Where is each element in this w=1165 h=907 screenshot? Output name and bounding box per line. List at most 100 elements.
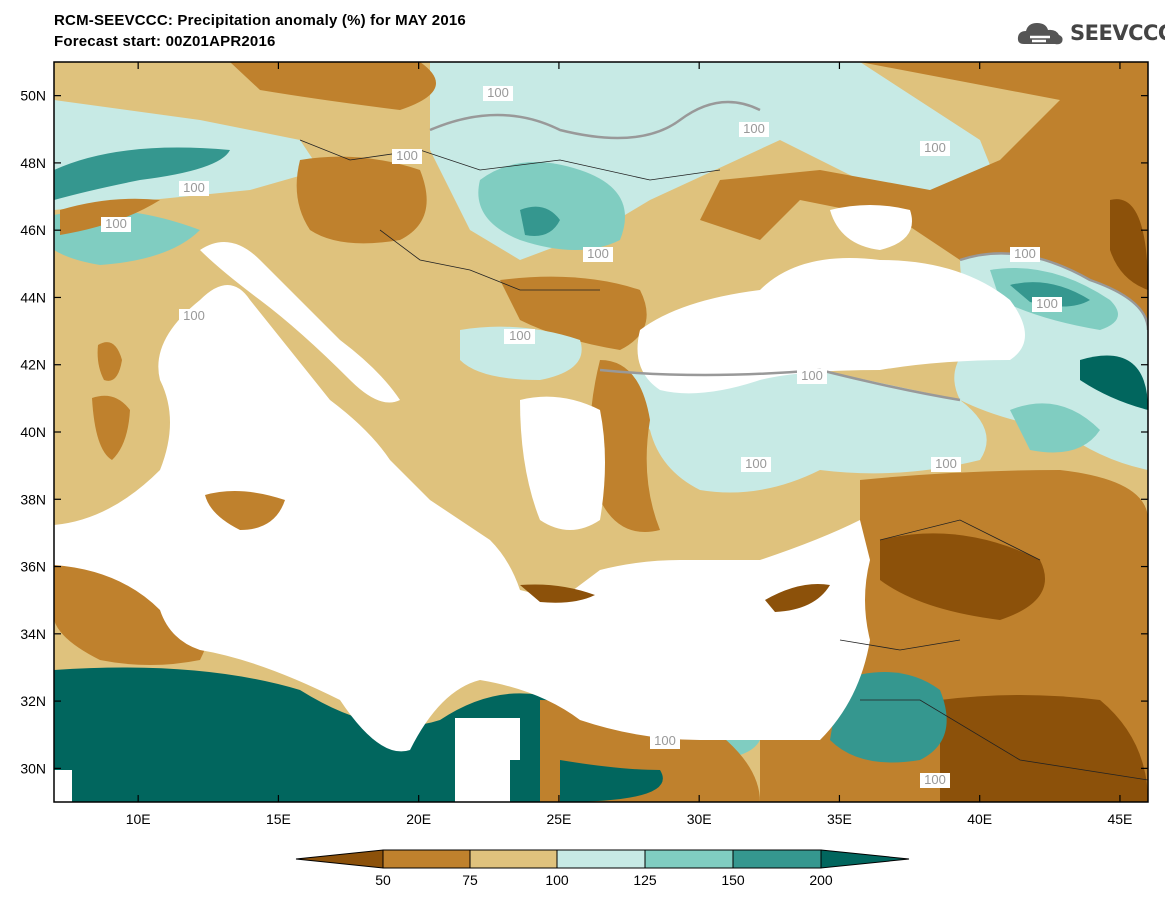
svg-text:100: 100 [105, 216, 127, 231]
dry-region-germany [230, 62, 436, 110]
contour-label: 100 [179, 308, 209, 324]
adriatic-sea [200, 242, 400, 403]
wet-core-alps [54, 147, 230, 200]
svg-text:100: 100 [801, 368, 823, 383]
cloud-icon [1017, 23, 1063, 45]
latitude-axis: 30N 32N 34N 36N 38N 40N 42N 44N 46N 48N 50N [20, 88, 1148, 776]
contour-labels: 100 100 100 100 100 100 100 100 100 100 100 100 100 1… [101, 85, 1062, 788]
svg-text:100: 100 [396, 148, 418, 163]
colorbar-label: 100 [545, 872, 569, 888]
lon-tick-label: 30E [687, 811, 712, 827]
svg-text:100: 100 [183, 308, 205, 323]
lat-tick-label: 32N [20, 693, 46, 709]
svg-text:100: 100 [587, 246, 609, 261]
lat-tick-label: 40N [20, 424, 46, 440]
lon-tick-label: 20E [406, 811, 431, 827]
colorbar-max-arrow [820, 849, 910, 869]
lon-tick-label: 10E [126, 811, 151, 827]
lat-tick-label: 30N [20, 760, 46, 776]
contour-line [429, 100, 761, 140]
colorbar-segment [732, 849, 822, 869]
country-borders [299, 139, 1148, 781]
lon-tick-label: 25E [546, 811, 571, 827]
dry-region-bulgaria [500, 276, 647, 350]
colorbar-label: 50 [375, 872, 391, 888]
svg-text:100: 100 [745, 456, 767, 471]
map-title: RCM-SEEVCCC: Precipitation anomaly (%) f… [54, 12, 466, 29]
lat-tick-label: 34N [20, 626, 46, 642]
wet-core-caucasus [1010, 282, 1090, 307]
lat-tick-label: 44N [20, 289, 46, 305]
dry-core-arabia [940, 695, 1148, 802]
sicily-island [205, 491, 285, 530]
corsica-island [97, 342, 122, 381]
wet-peak-georgia [1080, 355, 1148, 410]
wet-region-serbia [460, 326, 582, 380]
svg-text:100: 100 [924, 772, 946, 787]
masked-area-algeria [54, 770, 72, 802]
wet-region-anatolia [600, 370, 987, 493]
contour-label: 100 [392, 148, 422, 164]
wet-core-sinai [830, 672, 947, 763]
colorbar-min-arrow [295, 849, 384, 869]
contour-line [959, 252, 1148, 331]
svg-text:100: 100 [935, 456, 957, 471]
colorbar-segment [469, 849, 558, 869]
contour-label: 100 [931, 456, 961, 472]
dry-region-west-turkey [590, 360, 660, 532]
dry-region-austria-slovenia [296, 156, 427, 244]
contour-label: 100 [920, 140, 950, 156]
lon-tick-label: 35E [827, 811, 852, 827]
colorbar-segment [556, 849, 646, 869]
lon-tick-label: 15E [266, 811, 291, 827]
forecast-start-subtitle: Forecast start: 00Z01APR2016 [54, 33, 276, 50]
contour-label: 100 [179, 180, 209, 196]
colorbar-segment [382, 849, 471, 869]
contour-label: 100 [505, 328, 535, 344]
wet-region-libya [54, 667, 560, 802]
contour-label: 100 [583, 246, 613, 262]
masked-area-libya [455, 718, 520, 802]
wet-region-western-desert [560, 760, 663, 802]
contour-label: 100 [920, 772, 950, 788]
lat-tick-label: 42N [20, 357, 46, 373]
svg-text:100: 100 [509, 328, 531, 343]
svg-text:100: 100 [487, 85, 509, 100]
contour-label: 100 [1032, 296, 1062, 312]
contour-label: 100 [797, 368, 827, 384]
colorbar-label: 125 [633, 872, 657, 888]
longitude-axis: 10E 15E 20E 25E 30E 35E 40E 45E [126, 62, 1132, 827]
dry-core-caspian [1110, 199, 1148, 290]
contour-label: 100 [739, 121, 769, 137]
lat-tick-label: 38N [20, 491, 46, 507]
aegean-sea [520, 396, 605, 530]
svg-text:100: 100 [1036, 296, 1058, 311]
svg-text:100: 100 [924, 140, 946, 155]
contour-label: 100 [741, 456, 771, 472]
colorbar-label: 150 [721, 872, 745, 888]
contour-label: 100 [1010, 246, 1040, 262]
lon-tick-label: 45E [1107, 811, 1132, 827]
dry-core-syria [880, 533, 1045, 620]
contour-label: 100 [650, 733, 680, 749]
lat-tick-label: 46N [20, 222, 46, 238]
seevccc-logo: SEEVCCC [1016, 18, 1165, 48]
cyprus-island [765, 584, 830, 612]
lat-tick-label: 36N [20, 559, 46, 575]
contour-label: 100 [101, 216, 131, 232]
lat-tick-label: 50N [20, 88, 46, 104]
dry-patch-switzerland [60, 198, 160, 235]
colorbar-segment [644, 849, 734, 869]
mediterranean-sea [54, 285, 870, 752]
black-sea [637, 258, 1025, 394]
colorbar-label: 200 [809, 872, 833, 888]
lat-tick-label: 48N [20, 155, 46, 171]
svg-text:100: 100 [654, 733, 676, 748]
wet-region-hungary-romania [478, 162, 625, 250]
colorbar-label: 75 [462, 872, 478, 888]
contour-label: 100 [483, 85, 513, 101]
lon-tick-label: 40E [967, 811, 992, 827]
sea-of-azov [830, 205, 912, 250]
